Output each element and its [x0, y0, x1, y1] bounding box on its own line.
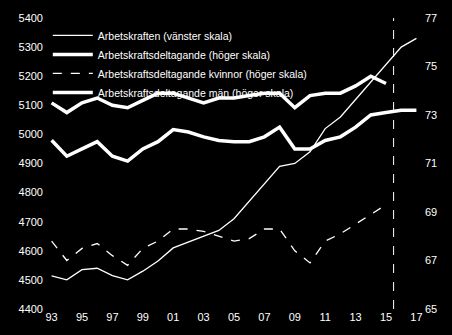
svg-text:4800: 4800	[19, 186, 43, 198]
svg-text:71: 71	[425, 157, 437, 169]
svg-text:5100: 5100	[19, 99, 43, 111]
svg-text:4700: 4700	[19, 216, 43, 228]
svg-text:5000: 5000	[19, 128, 43, 140]
svg-text:01: 01	[167, 311, 179, 323]
svg-text:4400: 4400	[19, 303, 43, 315]
svg-text:4500: 4500	[19, 274, 43, 286]
svg-text:93: 93	[45, 311, 57, 323]
svg-text:5400: 5400	[19, 12, 43, 24]
svg-text:07: 07	[258, 311, 270, 323]
svg-text:15: 15	[380, 311, 392, 323]
svg-text:Arbetskraftsdeltagande män (hö: Arbetskraftsdeltagande män (höger skala)	[98, 87, 294, 99]
svg-text:11: 11	[319, 311, 330, 323]
svg-text:Arbetskraftsdeltagande kvinnor: Arbetskraftsdeltagande kvinnor (höger sk…	[98, 68, 307, 80]
svg-text:17: 17	[410, 311, 422, 323]
svg-text:05: 05	[228, 311, 240, 323]
svg-text:69: 69	[425, 206, 437, 218]
svg-text:99: 99	[137, 311, 149, 323]
svg-text:13: 13	[349, 311, 361, 323]
svg-text:73: 73	[425, 109, 437, 121]
svg-text:65: 65	[425, 303, 437, 315]
svg-text:4600: 4600	[19, 245, 43, 257]
svg-text:Arbetskraftsdeltagande (höger: Arbetskraftsdeltagande (höger skala)	[98, 49, 270, 61]
svg-text:75: 75	[425, 60, 437, 72]
svg-text:4900: 4900	[19, 157, 43, 169]
svg-text:77: 77	[425, 12, 437, 24]
svg-text:03: 03	[197, 311, 209, 323]
svg-text:97: 97	[106, 311, 118, 323]
svg-text:67: 67	[425, 254, 437, 266]
svg-text:Arbetskraften (vänster skala): Arbetskraften (vänster skala)	[98, 30, 232, 42]
svg-text:5300: 5300	[19, 41, 43, 53]
svg-text:09: 09	[289, 311, 301, 323]
svg-text:5200: 5200	[19, 70, 43, 82]
svg-text:95: 95	[76, 311, 88, 323]
